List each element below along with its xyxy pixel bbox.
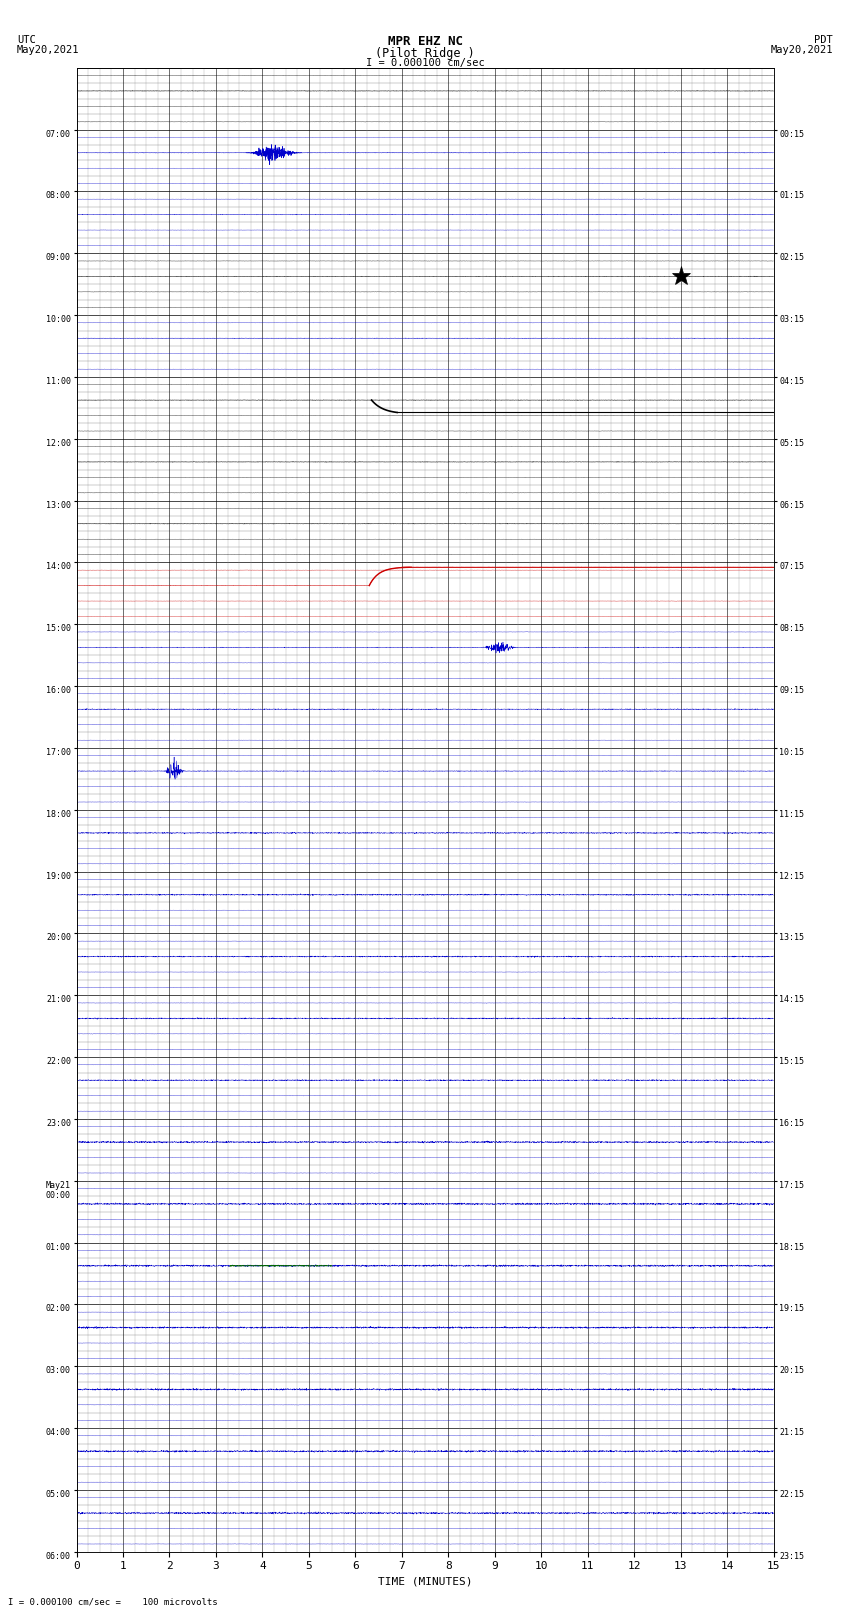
Text: UTC: UTC xyxy=(17,35,36,45)
X-axis label: TIME (MINUTES): TIME (MINUTES) xyxy=(377,1578,473,1587)
Text: May20,2021: May20,2021 xyxy=(770,45,833,55)
Text: PDT: PDT xyxy=(814,35,833,45)
Text: I = 0.000100 cm/sec =    100 microvolts: I = 0.000100 cm/sec = 100 microvolts xyxy=(8,1597,218,1607)
Text: I = 0.000100 cm/sec: I = 0.000100 cm/sec xyxy=(366,58,484,68)
Text: (Pilot Ridge ): (Pilot Ridge ) xyxy=(375,47,475,60)
Text: MPR EHZ NC: MPR EHZ NC xyxy=(388,35,462,48)
Text: May20,2021: May20,2021 xyxy=(17,45,80,55)
